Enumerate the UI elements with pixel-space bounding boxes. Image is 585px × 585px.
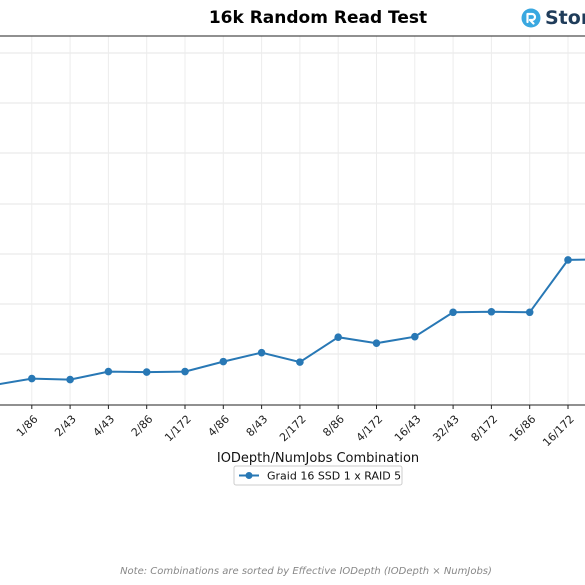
series-layer <box>0 256 585 386</box>
data-point <box>525 308 534 317</box>
data-point <box>411 332 419 341</box>
x-tick-label: 4/43 <box>91 413 118 440</box>
data-point <box>372 339 381 347</box>
legend-marker <box>245 472 253 479</box>
x-tick-label: 8/43 <box>244 413 271 440</box>
legend-series-name: Graid 16 SSD 1 x RAID 5 <box>267 470 401 483</box>
x-tick-label: 16/172 <box>540 413 577 450</box>
x-tick-labels: 1/86 2/43 4/43 2/86 1/172 4/86 8/43 2/172 8/86 4/… <box>14 405 577 450</box>
data-point <box>449 308 457 317</box>
x-tick-label: 2/86 <box>129 413 156 440</box>
series-line <box>0 258 585 386</box>
data-point <box>181 367 189 376</box>
data-point <box>66 375 74 384</box>
logo-text: Stora <box>545 7 585 29</box>
x-tick-label: 1/172 <box>162 413 194 445</box>
data-point <box>334 333 343 341</box>
legend-box <box>233 465 403 486</box>
data-point <box>142 368 151 376</box>
data-point <box>219 357 228 366</box>
x-tick-label: 32/43 <box>430 413 462 445</box>
data-point <box>564 256 572 264</box>
x-tick-label: 2/43 <box>52 413 79 440</box>
grid <box>0 36 585 405</box>
x-tick-label: 8/86 <box>320 413 347 440</box>
x-tick-label: 4/172 <box>354 413 386 445</box>
axes <box>0 35 585 406</box>
x-tick-label: 4/86 <box>205 413 232 440</box>
data-point <box>487 307 496 316</box>
x-tick-label: 16/43 <box>392 413 424 445</box>
x-tick-label: 1/86 <box>14 413 41 440</box>
chart-title: 16k Random Read Test <box>208 8 428 28</box>
x-tick-label: 16/86 <box>507 413 539 445</box>
footnote: Note: Combinations are sorted by Effecti… <box>120 566 492 577</box>
legend: Graid 16 SSD 1 x RAID 5 <box>233 465 403 486</box>
data-point <box>104 367 113 376</box>
x-tick-label: 8/172 <box>469 413 501 445</box>
data-point <box>296 358 304 366</box>
x-axis-label: IODepth/NumJobs Combination <box>217 451 419 466</box>
logo-icon <box>521 8 541 28</box>
x-tick-label: 2/172 <box>277 413 309 445</box>
data-point <box>28 374 36 383</box>
storage-review-logo: Stora <box>521 6 585 30</box>
data-point <box>257 348 266 357</box>
